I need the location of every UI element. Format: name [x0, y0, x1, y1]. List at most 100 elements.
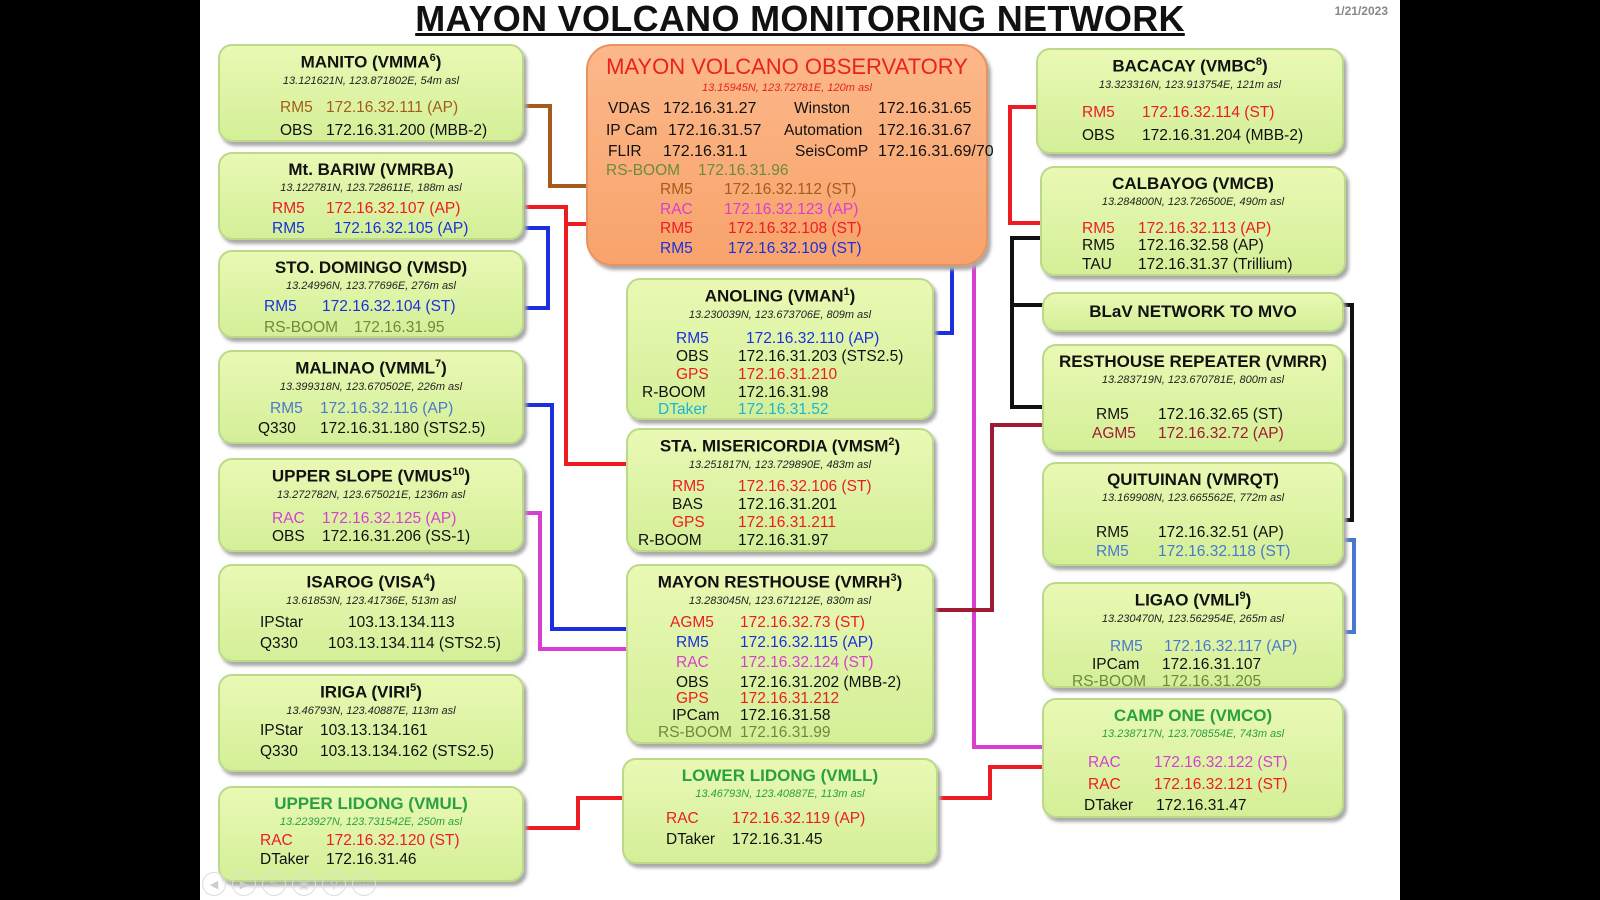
device-label: RS-BOOM	[264, 319, 339, 336]
device-ip: 172.16.31.203 (STS2.5)	[738, 348, 904, 365]
device-label: RAC	[1088, 776, 1121, 793]
station-name-close: )	[441, 358, 447, 378]
device-label: DTaker	[1084, 797, 1134, 814]
station-name-close: )	[429, 572, 436, 592]
device-label: Q330	[258, 420, 296, 437]
station-footnote: 3	[890, 572, 897, 584]
station-name-close: )	[416, 682, 422, 702]
device-label: RM5	[264, 298, 297, 315]
device-ip: 172.16.31.180 (STS2.5)	[320, 420, 486, 437]
station-box-manito-vmma: MANITO (VMMA6) 13.121621N, 123.871802E, 5…	[218, 44, 524, 142]
station-name: BLaV NETWORK TO MVO	[1089, 302, 1296, 322]
station-name-text: BLaV NETWORK TO MVO	[1089, 302, 1297, 321]
observatory-coords: 13.15945N, 123.72781E, 120m asl	[701, 82, 873, 94]
station-name-close: )	[1245, 590, 1252, 610]
device-ip: 172.16.32.58 (AP)	[1138, 237, 1264, 254]
device-ip: 172.16.31.205	[1162, 673, 1262, 690]
observatory-service-value: 172.16.31.65	[878, 100, 972, 117]
observatory-link-value: 172.16.32.112 (ST)	[724, 181, 857, 198]
device-label: IPStar	[260, 614, 304, 631]
station-box-upper-lidong-vmul: UPPER LIDONG (VMUL) 13.223927N, 123.73154…	[218, 786, 524, 882]
observatory-service-value: 172.16.31.57	[668, 122, 762, 139]
observatory-service-value: 172.16.31.1	[663, 143, 748, 160]
next-icon[interactable]: ▶	[232, 872, 256, 896]
slides-icon[interactable]: ▣	[292, 872, 316, 896]
station-box-lower-lidong-vmll: LOWER LIDONG (VMLL) 13.46793N, 123.40887E…	[622, 758, 938, 864]
station-coords: 13.230470N, 123.562954E, 265m asl	[1101, 612, 1285, 625]
station-name: CALBAYOG (VMCB)	[1042, 168, 1344, 194]
device-label: Q330	[260, 743, 298, 760]
station-name-text: UPPER LIDONG (VMUL)	[274, 794, 468, 813]
station-name: MANITO (VMMA6)	[220, 46, 522, 73]
observatory-service-label: Automation	[784, 122, 863, 139]
station-footnote: 7	[434, 358, 442, 370]
device-label: OBS	[272, 528, 305, 545]
station-footnote: 6	[429, 52, 436, 64]
more-icon[interactable]: ⋯	[352, 872, 376, 896]
device-ip: 172.16.31.99	[740, 724, 831, 741]
device-label: TAU	[1082, 256, 1112, 273]
device-ip: 172.16.31.202 (MBB-2)	[740, 674, 902, 691]
device-label: RM5	[672, 478, 705, 495]
observatory-link-value: 172.16.32.108 (ST)	[728, 220, 862, 237]
pen-icon[interactable]: ✎	[262, 872, 286, 896]
device-ip: 172.16.32.114 (ST)	[1142, 104, 1275, 121]
device-label: OBS	[676, 674, 709, 691]
device-label: RAC	[260, 832, 293, 849]
device-label: RM5	[1096, 543, 1129, 560]
diagram-date: 1/21/2023	[1334, 4, 1388, 18]
station-box-isarog-visa: ISAROG (VISA4) 13.61853N, 123.41736E, 513…	[218, 564, 524, 662]
zoom-icon[interactable]: ⚲	[322, 872, 346, 896]
station-name-text: LIGAO (VMLI	[1134, 590, 1240, 610]
device-label: GPS	[672, 514, 705, 531]
station-box-mt-bariw-vmrba: Mt. BARIW (VMRBA) 13.122781N, 123.728611E…	[218, 152, 524, 240]
device-label: RM5	[272, 220, 305, 237]
station-coords: 13.272782N, 123.675021E, 1236m asl	[276, 488, 466, 501]
device-ip: 172.16.31.210	[738, 366, 838, 383]
station-name: Mt. BARIW (VMRBA)	[220, 154, 522, 180]
station-coords: 13.283045N, 123.671212E, 830m asl	[688, 594, 872, 607]
station-name: UPPER SLOPE (VMUS10)	[220, 460, 522, 487]
observatory-service-label: FLIR	[608, 143, 642, 160]
station-name-text: MANITO (VMMA	[300, 52, 430, 72]
station-name-text: STO. DOMINGO (VMSD)	[274, 258, 468, 277]
device-label: RM5	[1082, 220, 1115, 237]
observatory-service-label: SeisComP	[795, 143, 869, 160]
station-name-text: RESTHOUSE REPEATER (VMRR)	[1059, 352, 1327, 371]
device-ip: 172.16.32.73 (ST)	[740, 614, 865, 631]
station-box-calbayog-vmcb: CALBAYOG (VMCB) 13.284800N, 123.726500E, …	[1040, 166, 1346, 276]
station-coords: 13.230039N, 123.673706E, 809m asl	[688, 308, 872, 321]
station-coords: 13.284800N, 123.726500E, 490m asl	[1101, 196, 1285, 208]
device-ip: 172.16.31.211	[738, 514, 836, 531]
device-ip: 172.16.32.122 (ST)	[1154, 754, 1288, 771]
station-box-mayon-resthouse-vmrh: MAYON RESTHOUSE (VMRH3) 13.283045N, 123.6…	[626, 564, 934, 744]
device-ip: 172.16.31.206 (SS-1)	[322, 528, 471, 545]
observatory-service-label: IP Cam	[606, 122, 658, 139]
device-label: RM5	[280, 99, 313, 116]
station-box-blav-network-to-mvo: BLaV NETWORK TO MVO	[1042, 292, 1344, 332]
station-box-sta-misericordia-vmsm: STA. MISERICORDIA (VMSM2) 13.251817N, 123…	[626, 428, 934, 552]
station-coords: 13.323316N, 123.913754E, 121m asl	[1098, 78, 1282, 91]
station-name: QUITUINAN (VMRQT)	[1044, 464, 1342, 490]
station-name-close: )	[1262, 56, 1268, 76]
device-ip: 172.16.31.37 (Trillium)	[1138, 256, 1293, 273]
station-footnote: 4	[423, 572, 430, 584]
device-ip: 172.16.32.110 (AP)	[746, 330, 880, 347]
device-label: AGM5	[1092, 425, 1136, 442]
device-label: RAC	[676, 654, 709, 671]
station-name-close: )	[896, 572, 903, 592]
device-ip: 103.13.134.162 (STS2.5)	[320, 743, 495, 760]
prev-icon[interactable]: ◀	[202, 872, 226, 896]
station-coords: 13.121621N, 123.871802E, 54m asl	[282, 74, 460, 87]
station-footnote: 5	[410, 682, 417, 694]
observatory-service-value: 172.16.31.69/70	[878, 143, 994, 160]
device-label: GPS	[676, 690, 709, 707]
device-ip: 103.13.134.161	[320, 722, 428, 739]
device-ip: 172.16.32.119 (AP)	[732, 810, 866, 827]
station-box-bacacay-vmbc: BACACAY (VMBC8) 13.323316N, 123.913754E, …	[1036, 48, 1344, 154]
station-name: STO. DOMINGO (VMSD)	[220, 252, 522, 278]
device-ip: 172.16.31.97	[738, 532, 829, 549]
device-label: BAS	[672, 496, 704, 513]
observatory-link-value: 172.16.31.96	[698, 162, 789, 179]
device-label: IPCam	[672, 707, 720, 724]
